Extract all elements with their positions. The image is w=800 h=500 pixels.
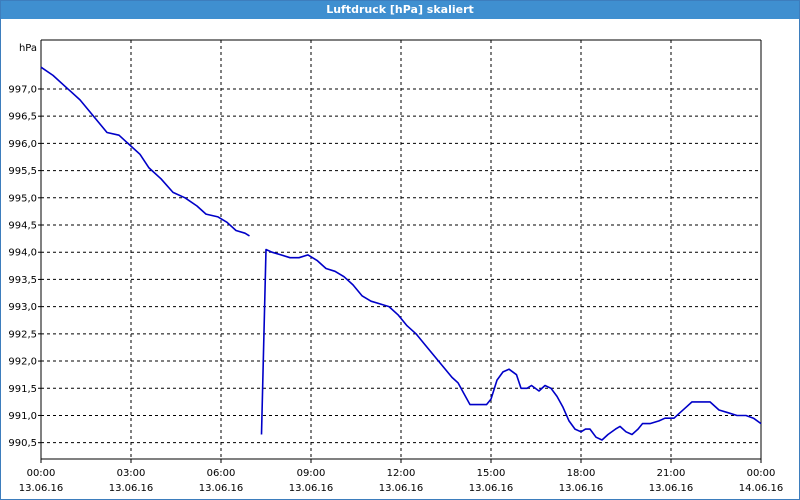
y-axis-unit-label: hPa (19, 43, 37, 54)
x-tick-date-label: 13.06.16 (379, 483, 424, 494)
y-tick-label: 997,0 (8, 84, 37, 95)
window-title: Luftdruck [hPa] skaliert (1, 1, 799, 19)
x-tick-time-label: 03:00 (117, 468, 146, 479)
y-tick-label: 991,5 (8, 384, 37, 395)
x-tick-time-label: 00:00 (747, 468, 776, 479)
x-tick-time-label: 15:00 (477, 468, 506, 479)
x-tick-time-label: 12:00 (387, 468, 416, 479)
y-tick-label: 991,0 (8, 411, 37, 422)
y-tick-label: 996,5 (8, 112, 37, 123)
x-tick-date-label: 13.06.16 (109, 483, 154, 494)
y-tick-label: 995,0 (8, 193, 37, 204)
y-tick-label: 993,5 (8, 275, 37, 286)
y-tick-label: 994,0 (8, 248, 37, 259)
x-tick-time-label: 06:00 (207, 468, 236, 479)
y-tick-label: 994,5 (8, 221, 37, 232)
x-tick-date-label: 13.06.16 (19, 483, 64, 494)
x-tick-time-label: 21:00 (657, 468, 686, 479)
y-tick-label: 995,5 (8, 166, 37, 177)
y-tick-label: 990,5 (8, 438, 37, 449)
y-tick-label: 993,0 (8, 302, 37, 313)
x-tick-date-label: 13.06.16 (199, 483, 244, 494)
y-tick-label: 996,0 (8, 139, 37, 150)
y-tick-label: 992,5 (8, 329, 37, 340)
x-tick-date-label: 13.06.16 (649, 483, 694, 494)
x-tick-date-label: 13.06.16 (469, 483, 514, 494)
pressure-series-line-2 (260, 248, 762, 441)
x-tick-time-label: 18:00 (567, 468, 596, 479)
x-tick-date-label: 13.06.16 (289, 483, 334, 494)
x-tick-date-label: 14.06.16 (739, 483, 784, 494)
pressure-series-line-1 (40, 66, 250, 237)
x-tick-time-label: 00:00 (27, 468, 56, 479)
x-tick-time-label: 09:00 (297, 468, 326, 479)
x-tick-date-label: 13.06.16 (559, 483, 604, 494)
y-tick-label: 992,0 (8, 357, 37, 368)
